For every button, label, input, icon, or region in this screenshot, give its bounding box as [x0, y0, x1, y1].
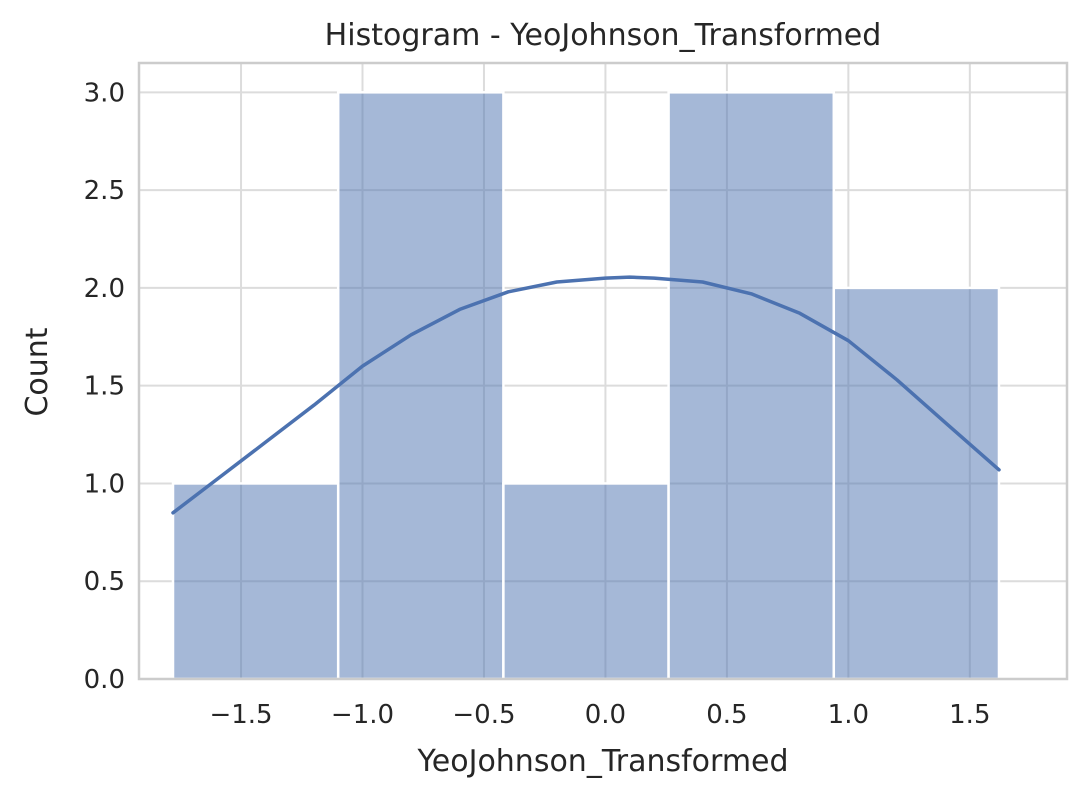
x-tick-label-1: −1.0: [331, 700, 394, 730]
x-tick-label-2: −0.5: [452, 700, 515, 730]
y-tick-label-6: 3.0: [84, 78, 125, 108]
x-tick-label-6: 1.5: [949, 700, 990, 730]
histogram-bar-0: [171, 482, 340, 681]
histogram-bar-4: [832, 286, 1001, 681]
histogram-bars: [171, 91, 1001, 681]
x-axis-label: YeoJohnson_Transformed: [416, 744, 788, 779]
plot-frame: [137, 61, 1069, 681]
histogram-bar-2: [502, 482, 670, 681]
y-tick-label-3: 1.5: [84, 372, 125, 402]
y-tick-labels: 0.0 0.5 1.0 1.5 2.0 2.5 3.0: [84, 78, 125, 695]
x-tick-label-5: 1.0: [828, 700, 869, 730]
x-tick-label-4: 0.5: [706, 700, 747, 730]
y-tick-label-1: 0.5: [84, 567, 125, 597]
y-tick-label-0: 0.0: [84, 665, 125, 695]
x-tick-label-3: 0.0: [585, 700, 626, 730]
x-tick-label-0: −1.5: [209, 700, 272, 730]
histogram-bar-1: [336, 91, 505, 681]
histogram-bar-3: [667, 91, 836, 681]
y-tick-label-2: 1.0: [84, 469, 125, 499]
chart-title: Histogram - YeoJohnson_Transformed: [325, 18, 882, 53]
kde-curve-group: [171, 275, 1001, 515]
kde-curve: [171, 275, 1001, 515]
x-tick-labels: −1.5 −1.0 −0.5 0.0 0.5 1.0 1.5: [209, 700, 990, 730]
y-tick-label-5: 2.5: [84, 176, 125, 206]
y-tick-label-4: 2.0: [84, 274, 125, 304]
y-axis-label: Count: [20, 327, 55, 416]
